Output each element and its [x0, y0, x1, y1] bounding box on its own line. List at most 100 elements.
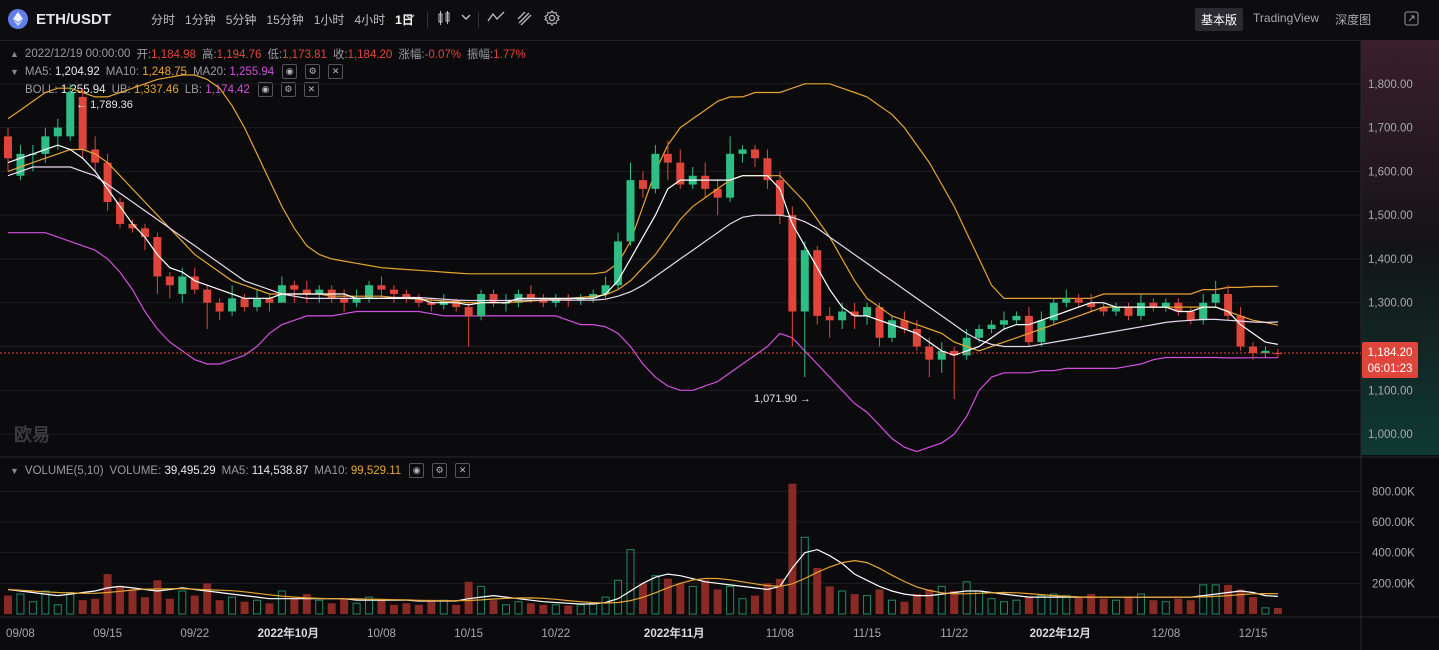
- boll-label: BOLL:: [25, 83, 58, 96]
- price-axis-label: 1,700.00: [1368, 123, 1413, 135]
- price-axis-background: [1361, 40, 1439, 455]
- settings-gear-icon[interactable]: [544, 10, 560, 29]
- volume-bar: [215, 600, 224, 614]
- volume-bar: [1249, 597, 1257, 614]
- candle-body: [402, 293, 411, 299]
- eye-icon[interactable]: ◉: [282, 64, 298, 79]
- candle-body: [1112, 307, 1121, 312]
- candle-body: [975, 329, 984, 338]
- watermark-text: 欧易: [14, 424, 50, 445]
- interval-tab[interactable]: 15分钟: [266, 13, 304, 27]
- price-axis-label: 1,300.00: [1368, 298, 1413, 310]
- volume-bar: [203, 583, 212, 614]
- interval-tab[interactable]: 1分钟: [185, 13, 216, 27]
- interval-tab[interactable]: 分时: [151, 13, 176, 27]
- candle-body: [16, 153, 25, 176]
- volume-bar: [66, 592, 75, 615]
- candle-body: [1236, 315, 1245, 347]
- interval-tab[interactable]: 5分钟: [225, 13, 257, 27]
- ma10-label: MA10:: [105, 65, 139, 78]
- collapse-caret-icon[interactable]: ▼: [10, 465, 19, 476]
- ohlc-date: 2022/12/19 00:00:00: [24, 48, 131, 60]
- candle-body: [614, 241, 623, 286]
- candle-body: [128, 223, 137, 229]
- gear-icon[interactable]: ⚙: [305, 64, 321, 79]
- candle-body: [887, 320, 896, 338]
- candle-body: [1273, 353, 1282, 355]
- volume-bar: [663, 578, 672, 614]
- close-icon[interactable]: ✕: [328, 64, 344, 79]
- fullscreen-icon[interactable]: [1404, 11, 1419, 29]
- interval-dropdown-chevron-icon[interactable]: [404, 10, 416, 26]
- candle-type-chevron-icon[interactable]: [460, 10, 472, 26]
- volume-bar: [1000, 601, 1008, 615]
- volume-bar: [987, 598, 996, 615]
- volume-bar: [28, 601, 37, 615]
- candle-body: [153, 237, 162, 277]
- interval-tab[interactable]: 4小时: [354, 13, 386, 27]
- interval-tab-active[interactable]: 1日: [395, 13, 414, 27]
- volume-bar: [427, 601, 436, 614]
- volume-bar: [751, 595, 759, 614]
- candle-body: [788, 215, 797, 312]
- candle-body: [875, 307, 884, 338]
- eye-icon[interactable]: ◉: [257, 82, 273, 97]
- view-tab-basic[interactable]: 基本版: [1195, 8, 1244, 31]
- view-tab-tradingview[interactable]: TradingView: [1253, 11, 1320, 25]
- candle-body: [800, 250, 809, 312]
- draw-tool-icon[interactable]: [516, 10, 532, 29]
- volume-label: VOLUME:: [109, 464, 162, 477]
- candle-body: [638, 180, 647, 189]
- volume-bar: [1012, 599, 1021, 615]
- view-tab-depth[interactable]: 深度图: [1335, 13, 1372, 27]
- candle-body: [1149, 302, 1158, 308]
- candle-body: [738, 149, 747, 154]
- volume-ma-lines: [7, 548, 1278, 605]
- volume-bar: [713, 589, 722, 614]
- volume-bar: [962, 581, 971, 615]
- candle-body: [688, 175, 697, 185]
- boll-lines: [7, 74, 1278, 453]
- candle-body: [526, 293, 535, 299]
- candle-body: [253, 298, 261, 308]
- candle-body: [1024, 315, 1033, 343]
- candle-type-icon[interactable]: [437, 10, 451, 29]
- candle-body: [726, 153, 735, 198]
- candle-body: [1087, 302, 1096, 308]
- volume-ma10-line: [7, 559, 1278, 604]
- indicator-icon[interactable]: [487, 10, 505, 27]
- close-icon[interactable]: ✕: [303, 82, 319, 97]
- collapse-caret-icon[interactable]: ▼: [10, 66, 19, 77]
- gear-icon[interactable]: ⚙: [280, 82, 296, 97]
- volume-bar: [1074, 597, 1083, 614]
- gear-icon[interactable]: ⚙: [432, 463, 448, 478]
- ma5-label: MA5:: [24, 65, 52, 78]
- volume-bar: [290, 598, 299, 614]
- boll-upper-band: [7, 74, 1278, 299]
- volume-bar: [1062, 595, 1071, 615]
- candle-body: [576, 298, 585, 301]
- volume-bar: [875, 589, 884, 614]
- volume-bar: [377, 600, 386, 614]
- volume-bar: [489, 600, 498, 614]
- interval-tab[interactable]: 1小时: [313, 13, 345, 27]
- top-toolbar: ETH/USDT 分时 1分钟 5分钟 15分钟 1小时 4小时 1日 基本版 …: [0, 0, 1439, 41]
- volume-bar: [738, 598, 747, 615]
- candle-body: [626, 180, 635, 242]
- low-marker-value: 1,071.90: [754, 393, 797, 405]
- price-tag-box: [1362, 342, 1418, 378]
- close-icon[interactable]: ✕: [455, 463, 471, 478]
- volume-bar: [1186, 600, 1195, 614]
- candle-body: [1261, 350, 1270, 354]
- candle-body: [1074, 298, 1083, 303]
- candle-body: [1186, 311, 1195, 321]
- candle-body: [813, 250, 822, 316]
- price-axis-label: 1,500.00: [1368, 210, 1413, 222]
- eye-icon[interactable]: ◉: [409, 463, 425, 478]
- volume-bar: [1037, 595, 1046, 615]
- pair-selector[interactable]: ETH/USDT: [8, 9, 111, 29]
- candle-body: [427, 302, 436, 305]
- volume-bar: [775, 578, 784, 614]
- collapse-caret-icon[interactable]: ▲: [10, 49, 19, 59]
